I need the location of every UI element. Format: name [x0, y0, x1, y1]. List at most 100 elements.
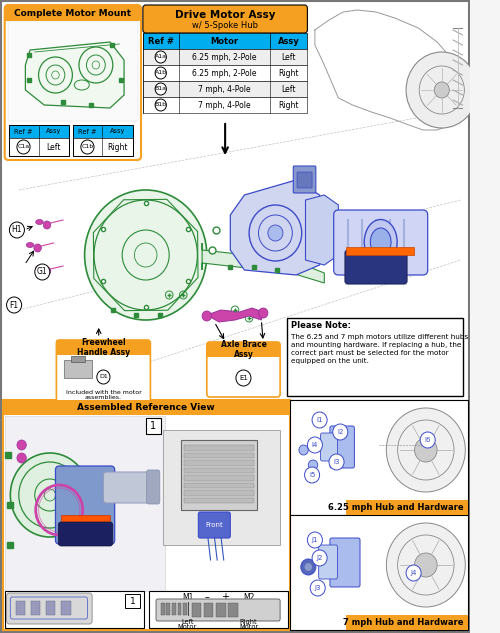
Text: 1: 1	[130, 596, 136, 606]
Circle shape	[434, 82, 450, 98]
Text: G1: G1	[37, 268, 48, 277]
Text: I1: I1	[316, 417, 323, 423]
Circle shape	[308, 460, 318, 470]
Bar	[46, 601, 56, 615]
Bar	[143, 97, 308, 113]
Text: I4: I4	[312, 442, 318, 448]
Circle shape	[43, 221, 51, 229]
Text: Assy: Assy	[110, 128, 125, 134]
Circle shape	[386, 408, 466, 492]
Bar	[143, 33, 308, 49]
Text: Assembled Reference View: Assembled Reference View	[78, 403, 215, 412]
Text: C1b: C1b	[82, 144, 94, 149]
Circle shape	[81, 140, 94, 154]
Bar	[4, 5, 141, 21]
Text: 6.25 mph Hub and Hardware: 6.25 mph Hub and Hardware	[328, 503, 464, 512]
Text: I6: I6	[424, 437, 431, 443]
Bar	[61, 601, 70, 615]
Bar	[192, 603, 201, 617]
Text: A1b: A1b	[154, 70, 167, 75]
Text: Left: Left	[282, 53, 296, 61]
Text: Axle Brace
Assy: Axle Brace Assy	[220, 340, 266, 359]
Text: Assy: Assy	[46, 128, 62, 134]
Bar	[125, 594, 140, 608]
Bar	[143, 65, 308, 81]
Ellipse shape	[26, 242, 34, 248]
Bar	[184, 498, 254, 503]
Text: Freewheel
Handle Assy: Freewheel Handle Assy	[77, 338, 130, 357]
Bar	[178, 603, 182, 615]
Text: Ref #: Ref #	[14, 128, 33, 134]
Text: Included with the motor
assemblies.: Included with the motor assemblies.	[66, 389, 142, 401]
FancyBboxPatch shape	[345, 250, 407, 284]
Bar	[143, 49, 308, 65]
Bar	[228, 603, 238, 617]
Circle shape	[308, 532, 322, 548]
Bar	[56, 340, 150, 355]
FancyBboxPatch shape	[143, 5, 308, 33]
Text: H1: H1	[12, 225, 22, 234]
Text: Motor: Motor	[178, 624, 197, 630]
Bar	[184, 445, 254, 451]
Circle shape	[10, 453, 90, 537]
Bar	[184, 475, 254, 480]
Circle shape	[310, 580, 325, 596]
Bar	[184, 468, 254, 473]
Circle shape	[236, 370, 251, 386]
Bar	[207, 342, 280, 357]
Polygon shape	[306, 195, 338, 265]
Text: The 6.25 and 7 mph motors utilize different hubs
and mounting hardware. If repla: The 6.25 and 7 mph motors utilize differ…	[292, 334, 469, 364]
Bar	[8, 21, 138, 121]
Circle shape	[386, 523, 466, 607]
Bar	[148, 591, 288, 628]
Circle shape	[304, 467, 320, 483]
Circle shape	[312, 412, 327, 428]
Bar	[184, 460, 254, 465]
Text: J4: J4	[410, 570, 417, 576]
Bar	[346, 615, 468, 630]
Bar	[184, 603, 187, 615]
Bar	[10, 125, 68, 138]
FancyBboxPatch shape	[4, 5, 141, 160]
Bar	[74, 125, 132, 156]
Circle shape	[329, 454, 344, 470]
Bar	[160, 603, 164, 615]
FancyBboxPatch shape	[320, 433, 338, 461]
Bar	[346, 500, 468, 515]
Text: Left: Left	[282, 84, 296, 94]
Bar	[3, 400, 290, 415]
Text: Complete Motor Mount: Complete Motor Mount	[14, 8, 132, 18]
FancyBboxPatch shape	[330, 538, 360, 587]
Bar	[290, 400, 468, 515]
FancyBboxPatch shape	[6, 593, 92, 624]
Text: 7 mph, 4-Pole: 7 mph, 4-Pole	[198, 84, 250, 94]
Bar	[166, 603, 170, 615]
Text: B1a: B1a	[154, 87, 166, 92]
Text: 1: 1	[150, 421, 156, 431]
Circle shape	[406, 52, 477, 128]
Text: Motor: Motor	[239, 624, 258, 630]
Ellipse shape	[370, 228, 391, 256]
Text: 7 mph Hub and Hardware: 7 mph Hub and Hardware	[343, 618, 464, 627]
Circle shape	[304, 563, 312, 571]
Text: I3: I3	[334, 459, 340, 465]
Bar	[172, 603, 176, 615]
Circle shape	[301, 559, 316, 575]
Text: B1b: B1b	[154, 103, 167, 108]
Bar	[143, 81, 308, 97]
Text: I5: I5	[309, 472, 316, 478]
Bar	[74, 125, 132, 138]
Bar	[10, 138, 68, 156]
Text: A1a: A1a	[154, 54, 166, 60]
Bar	[182, 440, 256, 510]
Bar	[146, 418, 160, 434]
Text: F1: F1	[10, 301, 18, 310]
Bar	[72, 356, 85, 362]
Circle shape	[308, 437, 322, 453]
Text: Left: Left	[46, 142, 61, 151]
Text: J1: J1	[312, 537, 318, 543]
Polygon shape	[230, 180, 324, 275]
Circle shape	[17, 453, 26, 463]
Text: –: –	[204, 592, 210, 602]
FancyBboxPatch shape	[56, 466, 114, 544]
